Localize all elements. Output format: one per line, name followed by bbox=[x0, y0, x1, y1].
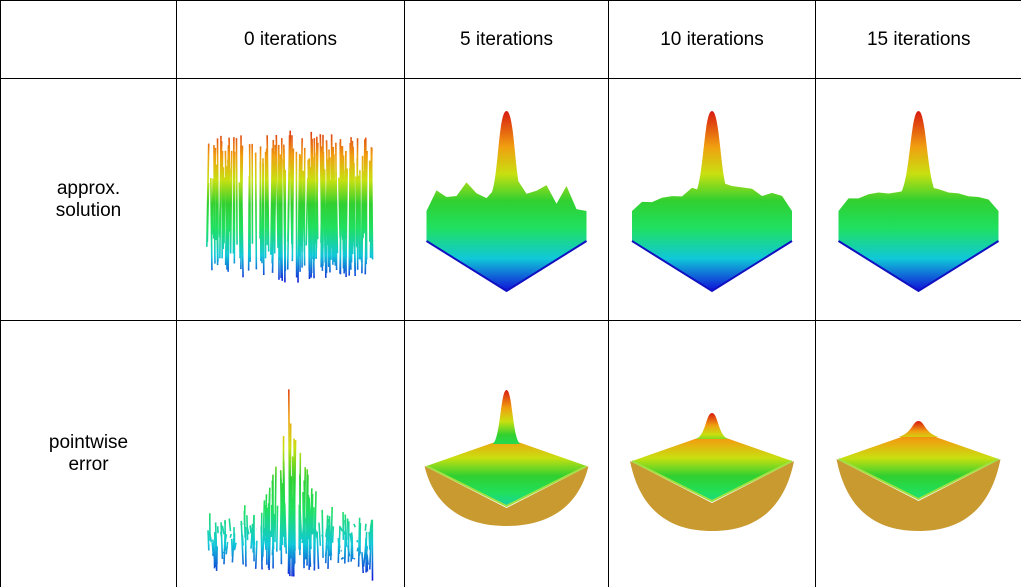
surface-spike bbox=[250, 525, 251, 533]
surface-spike bbox=[230, 534, 231, 538]
surface-spike bbox=[343, 531, 344, 535]
error-peak bbox=[899, 421, 939, 437]
plot-cell bbox=[816, 321, 1021, 587]
surface-spike bbox=[326, 529, 327, 537]
surface-plot bbox=[609, 321, 815, 587]
surface-spike bbox=[330, 531, 331, 536]
surface-spike bbox=[333, 526, 334, 542]
surface-spike bbox=[340, 527, 342, 531]
surface-peak bbox=[897, 111, 941, 197]
surface-spike bbox=[357, 158, 358, 269]
surface-spike bbox=[359, 176, 360, 260]
surface-body bbox=[632, 183, 792, 291]
plot-cell bbox=[177, 79, 405, 321]
plot-cell bbox=[816, 79, 1021, 321]
row: pointwise error bbox=[1, 321, 1021, 587]
header-cell: 5 iterations bbox=[405, 1, 609, 79]
surface-spike bbox=[220, 141, 222, 234]
surface-spike bbox=[339, 526, 340, 554]
plot-cell bbox=[609, 79, 816, 321]
surface-spike bbox=[211, 178, 212, 270]
header-row: 0 iterations 5 iterations 10 iterations … bbox=[1, 1, 1021, 79]
surface-spike bbox=[332, 139, 333, 248]
surface-spike bbox=[274, 162, 275, 240]
surface-spike bbox=[365, 524, 366, 531]
surface-spike bbox=[267, 149, 268, 246]
row-label: approx. solution bbox=[49, 178, 129, 222]
row-label-cell: approx. solution bbox=[1, 79, 177, 321]
header-cell: 15 iterations bbox=[816, 1, 1021, 79]
surface-spike bbox=[319, 523, 320, 546]
surface-spike bbox=[356, 176, 357, 246]
surface-spike bbox=[323, 171, 324, 248]
surface-spike bbox=[354, 558, 355, 559]
page: 0 iterations 5 iterations 10 iterations … bbox=[0, 0, 1021, 587]
surface-spike bbox=[276, 135, 278, 248]
surface-spike bbox=[275, 467, 276, 542]
surface-spike bbox=[292, 148, 293, 261]
surface-spike bbox=[329, 158, 330, 261]
surface-spike bbox=[369, 532, 370, 550]
surface-plot bbox=[816, 321, 1021, 587]
surface-spike bbox=[256, 541, 257, 569]
surface-spike bbox=[215, 532, 216, 567]
surface-spike bbox=[354, 524, 355, 527]
surface-plot bbox=[177, 79, 404, 320]
row: approx. solution bbox=[1, 79, 1021, 321]
surface-spike bbox=[288, 172, 290, 269]
surface-spike bbox=[340, 142, 341, 235]
surface-spike bbox=[260, 146, 261, 238]
surface-body bbox=[839, 187, 999, 291]
surface-spike bbox=[328, 525, 329, 569]
row-label-cell: pointwise error bbox=[1, 321, 177, 587]
header-cell: 10 iterations bbox=[609, 1, 816, 79]
surface-spike bbox=[349, 167, 350, 275]
row-label: pointwise error bbox=[44, 432, 134, 476]
surface-spike bbox=[357, 548, 358, 552]
surface-spike bbox=[263, 163, 264, 275]
results-table: 0 iterations 5 iterations 10 iterations … bbox=[0, 0, 1021, 587]
surface-spike bbox=[307, 475, 308, 566]
plot-cell bbox=[405, 321, 609, 587]
surface-spike bbox=[322, 510, 323, 558]
surface-spike bbox=[306, 178, 307, 246]
surface-spike bbox=[351, 532, 352, 561]
surface-spike bbox=[229, 518, 230, 531]
surface-spike bbox=[241, 521, 243, 565]
plot-cell bbox=[405, 79, 609, 321]
surface-plot bbox=[816, 79, 1021, 320]
plot-cell bbox=[177, 321, 405, 587]
surface-spike bbox=[261, 527, 262, 570]
corner-cell bbox=[1, 1, 177, 79]
surface-spike bbox=[317, 532, 318, 569]
surface-spike bbox=[236, 138, 237, 245]
surface-plot bbox=[405, 79, 608, 320]
error-peak bbox=[493, 390, 521, 444]
surface-plot bbox=[177, 321, 404, 587]
surface-spike bbox=[308, 160, 309, 271]
surface-spike bbox=[212, 179, 213, 235]
surface-spike bbox=[249, 176, 250, 271]
surface-plot bbox=[405, 321, 608, 587]
plot-cell bbox=[609, 321, 816, 587]
surface-spike bbox=[269, 531, 270, 571]
surface-spike bbox=[336, 143, 337, 270]
surface-spike bbox=[333, 149, 334, 262]
surface-spike bbox=[224, 533, 225, 564]
surface-plot bbox=[609, 79, 815, 320]
surface-spike bbox=[342, 558, 343, 559]
surface-spike bbox=[303, 492, 304, 568]
surface-spike bbox=[362, 552, 363, 573]
surface-spike bbox=[277, 506, 278, 552]
surface-spike bbox=[227, 542, 228, 549]
surface-spike bbox=[256, 153, 257, 270]
surface-spike bbox=[208, 530, 209, 550]
header-cell: 0 iterations bbox=[177, 1, 405, 79]
surface-spike bbox=[207, 144, 209, 247]
error-peak bbox=[696, 413, 728, 439]
surface-spike bbox=[224, 177, 225, 243]
surface-spike bbox=[232, 539, 233, 557]
surface-spike bbox=[222, 526, 224, 535]
surface-spike bbox=[364, 554, 366, 567]
